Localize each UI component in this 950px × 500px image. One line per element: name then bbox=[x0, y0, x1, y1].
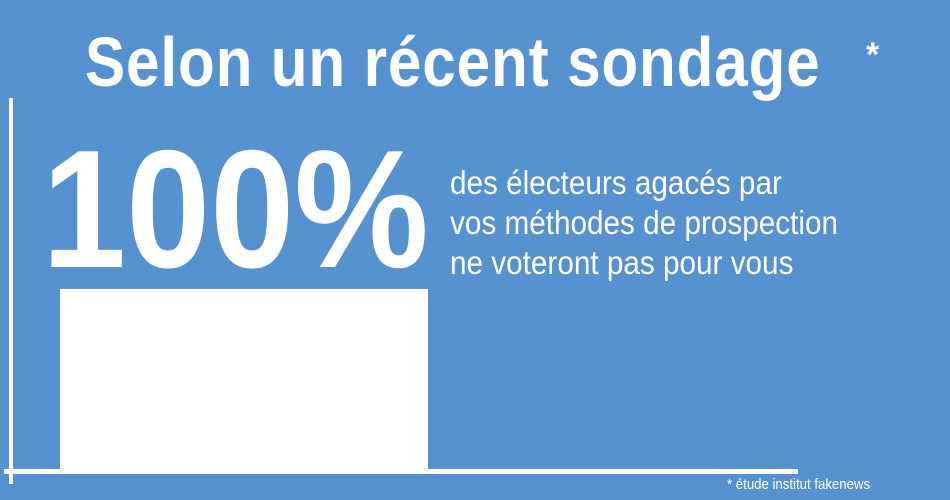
annotation: des électeurs agacés par vos méthodes de… bbox=[450, 163, 838, 283]
x-axis bbox=[4, 469, 798, 474]
y-axis bbox=[9, 98, 13, 484]
footnote: * étude institut fakenews bbox=[727, 476, 871, 493]
footnote-marker: * bbox=[866, 36, 880, 74]
annotation-line: ne voteront pas pour vous bbox=[450, 244, 794, 281]
annotation-line: vos méthodes de prospection bbox=[450, 204, 838, 241]
chart-title: Selon un récent sondage bbox=[85, 23, 821, 101]
bar-100-percent bbox=[60, 289, 428, 469]
annotation-line: des électeurs agacés par bbox=[450, 164, 782, 201]
bar-data-label: 100% bbox=[42, 115, 429, 303]
